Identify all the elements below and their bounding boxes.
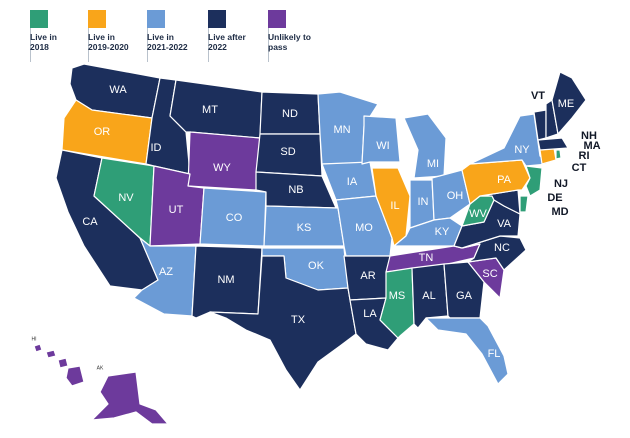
state-label-wy: WY xyxy=(213,162,231,174)
state-label-va: VA xyxy=(497,218,512,230)
state-hi xyxy=(33,343,85,387)
legend-swatch xyxy=(208,10,226,28)
state-oh xyxy=(431,169,471,221)
state-label-tx: TX xyxy=(291,314,306,326)
state-nc xyxy=(461,235,527,271)
state-label-or: OR xyxy=(94,126,111,138)
state-nj xyxy=(525,165,543,197)
state-de xyxy=(519,195,529,213)
legend-label: Unlikely to pass xyxy=(268,32,311,52)
state-label-la: LA xyxy=(363,308,377,320)
state-label-az: AZ xyxy=(159,266,173,278)
state-label-nj: NJ xyxy=(554,178,568,190)
legend-label: Live after 2022 xyxy=(208,32,246,52)
legend-divider xyxy=(147,10,148,62)
legend-divider xyxy=(30,10,31,62)
state-tx xyxy=(209,255,357,391)
state-label-md: MD xyxy=(551,206,568,218)
state-label-ma: MA xyxy=(583,140,600,152)
state-label-ms: MS xyxy=(389,290,406,302)
legend-label: Live in 2018 xyxy=(30,32,57,52)
state-wi xyxy=(361,115,401,165)
state-label-in: IN xyxy=(418,196,429,208)
state-label-me: ME xyxy=(558,98,575,110)
state-ma xyxy=(537,137,569,151)
state-label-nm: NM xyxy=(217,274,234,286)
state-label-vt: VT xyxy=(531,90,545,102)
legend: Live in 2018 Live in 2019-2020 Live in 2… xyxy=(0,0,630,62)
legend-swatch xyxy=(147,10,165,28)
legend-divider xyxy=(268,10,269,62)
state-label-ak: AK xyxy=(97,365,104,371)
legend-label: Live in 2019-2020 xyxy=(88,32,129,52)
state-label-wa: WA xyxy=(109,84,127,96)
state-label-ia: IA xyxy=(347,176,358,188)
state-label-ct: CT xyxy=(572,162,587,174)
state-label-ri: RI xyxy=(579,150,590,162)
legend-swatch xyxy=(30,10,48,28)
state-label-hi: HI xyxy=(32,336,37,342)
legend-swatch xyxy=(268,10,286,28)
state-label-wv: WV xyxy=(469,208,487,220)
state-label-de: DE xyxy=(547,192,562,204)
legend-label: Live in 2021-2022 xyxy=(147,32,188,52)
state-label-pa: PA xyxy=(497,174,512,186)
state-label-mi: MI xyxy=(427,158,439,170)
state-label-mo: MO xyxy=(355,222,373,234)
state-label-il: IL xyxy=(390,200,399,212)
state-me xyxy=(551,71,587,135)
state-label-nh: NH xyxy=(581,130,597,142)
state-label-nd: ND xyxy=(282,108,298,120)
state-label-sc: SC xyxy=(482,268,497,280)
legend-divider xyxy=(88,10,89,62)
state-label-nc: NC xyxy=(494,242,510,254)
state-label-mn: MN xyxy=(333,124,350,136)
state-label-wi: WI xyxy=(376,140,389,152)
state-label-nb: NB xyxy=(288,184,303,196)
state-label-co: CO xyxy=(226,212,243,224)
state-fl xyxy=(425,317,509,385)
state-label-fl: FL xyxy=(488,348,501,360)
state-ny xyxy=(469,113,549,167)
state-ak xyxy=(91,371,169,425)
state-label-tn: TN xyxy=(419,252,434,264)
state-label-mt: MT xyxy=(202,104,218,116)
state-label-ar: AR xyxy=(360,270,375,282)
state-label-oh: OH xyxy=(447,190,464,202)
state-label-ok: OK xyxy=(308,260,325,272)
state-label-ky: KY xyxy=(435,226,450,238)
state-mi xyxy=(403,113,447,179)
state-label-ca: CA xyxy=(82,216,98,228)
legend-swatch xyxy=(88,10,106,28)
legend-divider xyxy=(208,10,209,62)
state-label-ga: GA xyxy=(456,290,473,302)
state-label-ny: NY xyxy=(514,144,530,156)
state-label-ut: UT xyxy=(169,204,184,216)
state-ri xyxy=(555,149,562,160)
state-label-sd: SD xyxy=(280,146,295,158)
state-label-id: ID xyxy=(151,142,162,154)
state-label-nv: NV xyxy=(118,192,134,204)
state-label-al: AL xyxy=(422,290,435,302)
state-label-ks: KS xyxy=(297,222,312,234)
